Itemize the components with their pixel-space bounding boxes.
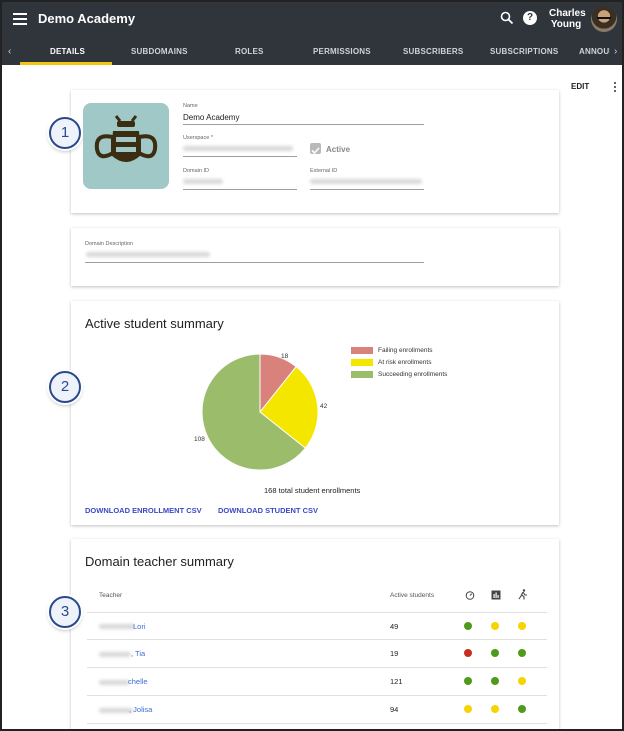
domain-logo (83, 103, 169, 189)
bar-chart-icon (491, 590, 501, 600)
student-pie-chart (201, 353, 319, 471)
active-students-count: 19 (390, 649, 399, 658)
runner-icon (518, 589, 527, 600)
row-divider (87, 667, 547, 668)
tab-announcements[interactable]: ANNOUN (579, 47, 610, 56)
status-dot (491, 705, 499, 713)
legend-swatch-succeeding (351, 371, 373, 378)
teacher-link[interactable]: , Jolisa (129, 705, 153, 714)
pie-label-succeeding: 108 (194, 436, 205, 443)
legend-swatch-at-risk (351, 359, 373, 366)
description-value-redacted (86, 252, 210, 257)
teacher-link[interactable]: chelle (128, 677, 148, 686)
chevron-left-icon[interactable]: ‹ (8, 46, 12, 57)
teacher-name-redacted (99, 652, 131, 657)
status-dot (464, 622, 472, 630)
legend-label-failing: Failing enrollments (378, 347, 433, 354)
userspace-label: Userspace * (183, 135, 213, 141)
status-dot (491, 622, 499, 630)
description-field[interactable] (85, 262, 424, 263)
status-dot (464, 705, 472, 713)
teacher-name-redacted (99, 624, 135, 629)
row-divider (87, 695, 547, 696)
active-students-count: 121 (390, 677, 403, 686)
tab-bar: ‹ DETAILS SUBDOMAINS ROLES PERMISSIONS S… (2, 38, 622, 65)
timer-icon (465, 591, 475, 600)
tab-roles[interactable]: ROLES (235, 47, 264, 56)
check-icon (311, 147, 320, 155)
teacher-name-redacted (99, 708, 133, 713)
status-dot (491, 677, 499, 685)
edit-button[interactable]: EDIT (571, 82, 590, 91)
bee-icon (94, 115, 158, 162)
domain-id-field[interactable] (183, 189, 297, 190)
app-title: Demo Academy (38, 11, 136, 26)
status-dot (518, 649, 526, 657)
userspace-value-redacted (183, 146, 293, 151)
name-field[interactable]: Demo Academy (183, 113, 240, 122)
help-icon[interactable]: ? (523, 11, 537, 25)
search-icon[interactable] (500, 11, 514, 25)
pie-slice-succeeding-enrollments (201, 353, 307, 471)
status-dot (491, 649, 499, 657)
pie-slice-at-risk-enrollments (259, 365, 319, 449)
domain-id-value-redacted (183, 179, 223, 184)
active-students-column-header: Active students (390, 592, 435, 599)
table-header-divider (87, 612, 547, 613)
callout-badge-3: 3 (49, 596, 81, 628)
avatar[interactable] (591, 6, 617, 32)
status-dot (464, 677, 472, 685)
status-dot (518, 705, 526, 713)
external-id-value-redacted (310, 179, 422, 184)
legend-label-succeeding: Succeeding enrollments (378, 371, 448, 378)
tab-subscribers[interactable]: SUBSCRIBERS (403, 47, 464, 56)
legend-swatch-failing (351, 347, 373, 354)
status-dot (518, 677, 526, 685)
external-id-field[interactable] (310, 189, 424, 190)
name-field-underline (183, 124, 424, 125)
row-divider (87, 723, 547, 724)
teacher-summary-card (71, 539, 559, 729)
user-name[interactable]: Charles Young (549, 8, 586, 30)
teacher-link[interactable]: , Tia (131, 649, 146, 658)
domain-id-label: Domain ID (183, 168, 209, 174)
active-checkbox[interactable] (310, 143, 321, 155)
callout-badge-2: 2 (49, 371, 81, 403)
name-label: Name (183, 103, 198, 109)
download-enrollment-csv-button[interactable]: DOWNLOAD ENROLLMENT CSV (85, 506, 202, 515)
total-enrollments-text: 168 total student enrollments (264, 486, 361, 495)
external-id-label: External ID (310, 168, 338, 174)
teacher-name-redacted (99, 680, 129, 685)
pie-label-failing: 18 (281, 353, 289, 360)
status-dot (464, 649, 472, 657)
download-student-csv-button[interactable]: DOWNLOAD STUDENT CSV (218, 506, 318, 515)
description-label: Domain Description (85, 241, 133, 247)
userspace-field[interactable] (183, 156, 297, 157)
app-bar: Demo Academy ? Charles Young (2, 2, 622, 38)
chevron-right-icon[interactable]: › (614, 46, 618, 57)
row-divider (87, 639, 547, 640)
active-tab-indicator (20, 62, 112, 65)
status-dot (518, 622, 526, 630)
tab-subscriptions[interactable]: SUBSCRIPTIONS (490, 47, 559, 56)
pie-label-at-risk: 42 (320, 403, 328, 410)
menu-icon[interactable] (13, 13, 27, 25)
tab-details[interactable]: DETAILS (50, 47, 86, 56)
callout-badge-1: 1 (49, 117, 81, 149)
more-vert-icon[interactable] (614, 82, 617, 94)
description-card (71, 228, 559, 286)
student-summary-title: Active student summary (85, 316, 224, 331)
tab-subdomains[interactable]: SUBDOMAINS (131, 47, 188, 56)
legend-label-at-risk: At risk enrollments (378, 359, 432, 366)
teacher-link[interactable]: Lori (133, 622, 146, 631)
active-students-count: 49 (390, 622, 399, 631)
teacher-summary-title: Domain teacher summary (85, 554, 234, 569)
teacher-column-header: Teacher (99, 592, 123, 599)
tab-permissions[interactable]: PERMISSIONS (313, 47, 371, 56)
active-label: Active (326, 145, 351, 154)
active-students-count: 94 (390, 705, 399, 714)
